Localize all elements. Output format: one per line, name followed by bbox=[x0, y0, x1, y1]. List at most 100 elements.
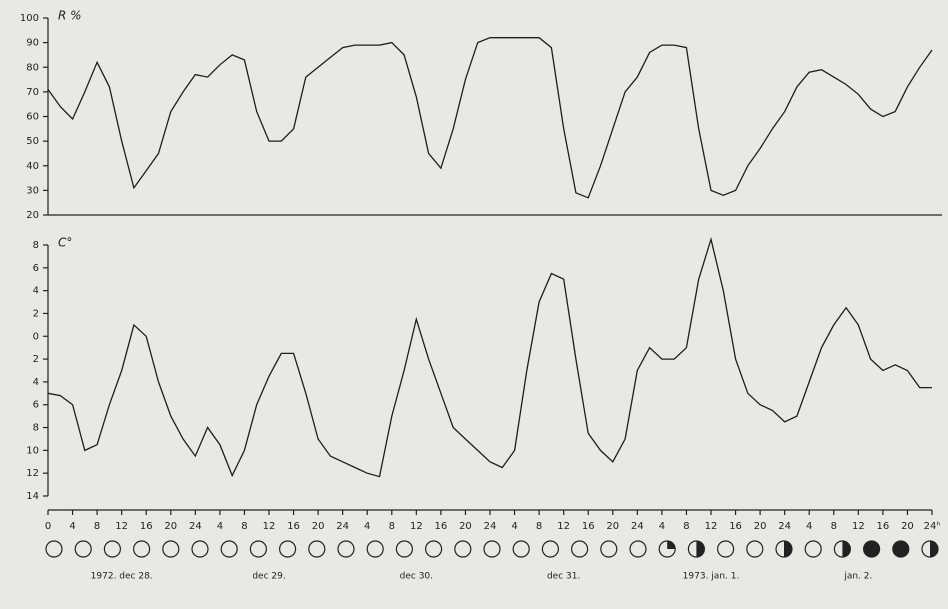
x-tick-label: 20 bbox=[459, 521, 472, 532]
x-tick-label: 20 bbox=[606, 521, 619, 532]
x-tick-label: 4 bbox=[217, 521, 223, 532]
y-tick-label: 6 bbox=[33, 400, 39, 411]
day-label: dec 31. bbox=[547, 572, 580, 582]
cloud-symbol bbox=[746, 540, 764, 558]
x-tick-label: 20 bbox=[164, 521, 177, 532]
day-label: 1973. jan. 1. bbox=[683, 572, 740, 582]
y-tick-label: 4 bbox=[33, 286, 39, 297]
y-tick-label: 4 bbox=[33, 377, 39, 388]
day-label: jan. 2. bbox=[843, 572, 872, 582]
x-tick-label: 12 bbox=[705, 521, 718, 532]
cloud-symbol bbox=[191, 540, 209, 558]
x-tick-label: 12 bbox=[557, 521, 570, 532]
x-tick-label: 12 bbox=[410, 521, 423, 532]
cloud-symbol bbox=[600, 540, 618, 558]
cloud-symbol bbox=[716, 540, 735, 558]
y-tick-label: 8 bbox=[33, 423, 39, 434]
cloud-symbol bbox=[570, 540, 589, 558]
y-tick-label: 90 bbox=[26, 38, 39, 49]
cloud-symbol bbox=[425, 540, 443, 558]
x-tick-label: 4 bbox=[69, 521, 75, 532]
cloud-symbol bbox=[512, 540, 530, 558]
cloud-symbol bbox=[395, 540, 413, 558]
cloud-symbol bbox=[103, 540, 122, 558]
y-tick-label: 50 bbox=[26, 136, 39, 147]
cloud-symbol bbox=[308, 540, 326, 558]
cloud-fill bbox=[842, 541, 851, 557]
x-tick-label: 20 bbox=[901, 521, 914, 532]
x-tick-label: 24 bbox=[336, 521, 349, 532]
x-tick-label: 16 bbox=[287, 521, 300, 532]
y-tick-label: 40 bbox=[26, 161, 39, 172]
y-tick-label: 60 bbox=[26, 112, 39, 123]
cloud-fill bbox=[667, 541, 676, 549]
x-tick-label: 4 bbox=[364, 521, 370, 532]
x-tick-label: 0 bbox=[45, 521, 51, 532]
cloud-fill bbox=[930, 541, 938, 557]
x-tick-label: 16 bbox=[877, 521, 890, 532]
y-tick-label: 14 bbox=[26, 491, 39, 502]
cloud-symbol bbox=[220, 540, 238, 558]
y-tick-label: 0 bbox=[33, 331, 39, 342]
cloud-symbol bbox=[862, 540, 881, 558]
x-tick-label: 4 bbox=[806, 521, 812, 532]
cloud-symbol bbox=[366, 540, 384, 558]
x-tick-label: 12 bbox=[115, 521, 128, 532]
y-tick-label: 10 bbox=[26, 445, 39, 456]
cloud-symbol bbox=[454, 540, 472, 558]
y-tick-label: 20 bbox=[26, 210, 39, 221]
cloud-symbol bbox=[337, 540, 355, 558]
x-tick-label: 20 bbox=[312, 521, 325, 532]
y-tick-label: 2 bbox=[33, 308, 39, 319]
y-tick-label: 8 bbox=[33, 240, 39, 251]
day-label: dec 29. bbox=[252, 572, 285, 582]
y-tick-label: 80 bbox=[26, 62, 39, 73]
x-tick-label: 4 bbox=[511, 521, 517, 532]
y-tick-label: 2 bbox=[33, 354, 39, 365]
y-tick-label: 100 bbox=[20, 13, 39, 24]
cloud-symbol bbox=[541, 540, 560, 558]
x-tick-label: 8 bbox=[536, 521, 542, 532]
x-tick-label: 8 bbox=[389, 521, 395, 532]
x-tick-label: 16 bbox=[435, 521, 448, 532]
cloud-symbol bbox=[249, 540, 267, 558]
y-axis-label: R % bbox=[58, 9, 82, 23]
x-tick-label: 8 bbox=[831, 521, 837, 532]
x-tick-label: 24 bbox=[189, 521, 202, 532]
day-label: 1972. dec 28. bbox=[91, 572, 153, 582]
x-tick-label: 24 bbox=[631, 521, 644, 532]
x-tick-label: 16 bbox=[729, 521, 742, 532]
y-tick-label: 30 bbox=[26, 185, 39, 196]
line-series bbox=[47, 236, 932, 478]
x-tick-label: 8 bbox=[241, 521, 247, 532]
cloud-symbol bbox=[629, 540, 647, 558]
cloud-symbol bbox=[162, 540, 180, 558]
x-tick-label: 12 bbox=[263, 521, 276, 532]
x-tick-label: 12 bbox=[852, 521, 865, 532]
cloud-symbol bbox=[74, 540, 92, 558]
y-axis-label: C° bbox=[58, 236, 72, 250]
cloud-fill bbox=[696, 541, 705, 557]
cloud-symbol bbox=[45, 540, 63, 558]
cloud-symbol bbox=[279, 540, 297, 558]
cloud-fill bbox=[784, 541, 792, 557]
day-label: dec 30. bbox=[400, 572, 433, 582]
cloud-symbol bbox=[892, 540, 910, 558]
x-tick-label: 8 bbox=[94, 521, 100, 532]
x-tick-label: 24ʰ bbox=[924, 521, 941, 532]
cloud-symbol bbox=[483, 540, 501, 558]
x-tick-label: 24 bbox=[484, 521, 497, 532]
x-tick-label: 8 bbox=[683, 521, 689, 532]
cloud-symbol bbox=[133, 540, 151, 558]
y-tick-label: 70 bbox=[26, 87, 39, 98]
x-tick-label: 24 bbox=[778, 521, 791, 532]
cloud-symbol bbox=[804, 540, 822, 558]
x-tick-label: 20 bbox=[754, 521, 767, 532]
y-tick-label: 6 bbox=[33, 263, 39, 274]
x-tick-label: 4 bbox=[659, 521, 665, 532]
x-tick-label: 16 bbox=[582, 521, 595, 532]
y-tick-label: 12 bbox=[26, 468, 39, 479]
line-series bbox=[47, 37, 933, 199]
